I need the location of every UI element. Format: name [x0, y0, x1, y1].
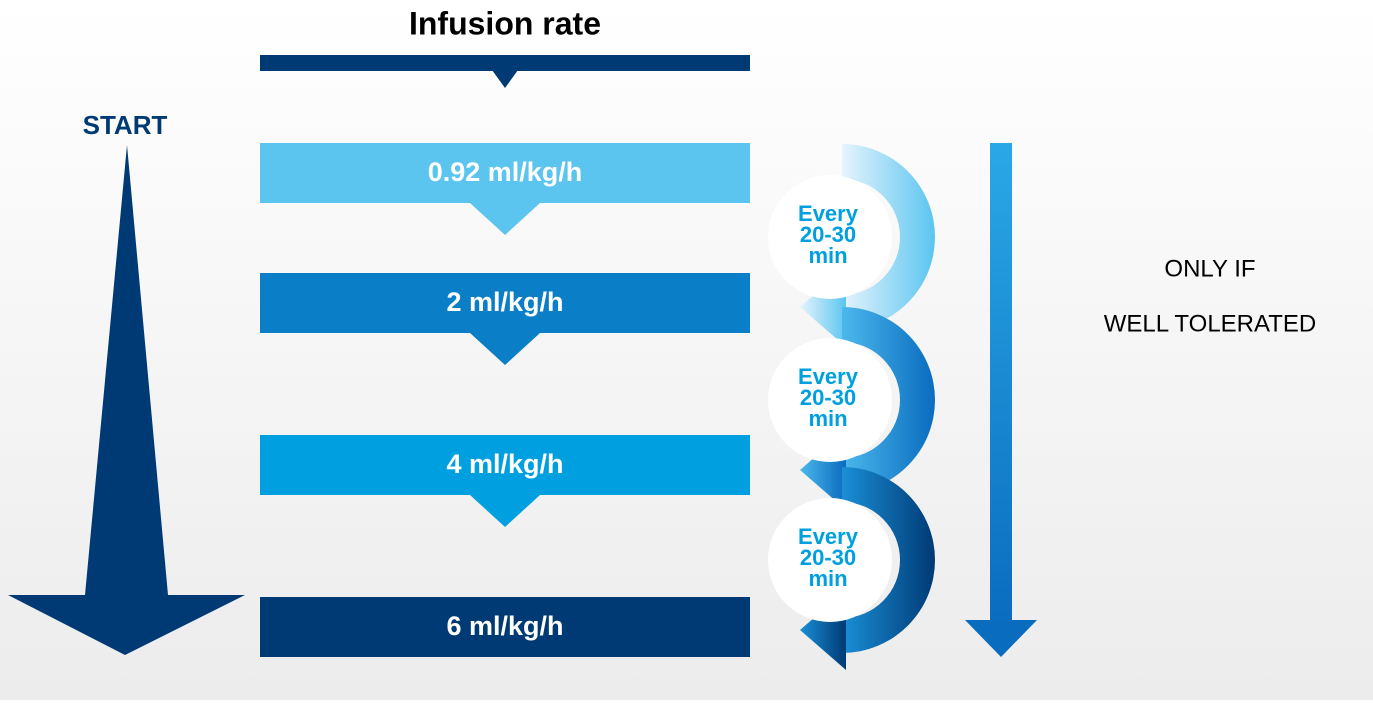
- cycle-ring: [842, 307, 935, 493]
- interval-label: 20-30: [800, 222, 856, 247]
- rate-label: 0.92 ml/kg/h: [428, 157, 583, 187]
- cycle-center: [768, 498, 892, 622]
- interval-label: min: [808, 406, 847, 431]
- rate-box: [260, 273, 750, 333]
- header-bar: [260, 55, 750, 71]
- title: Infusion rate: [409, 5, 601, 41]
- progress-shaft: [990, 143, 1012, 623]
- rate-box: [260, 435, 750, 495]
- interval-label: Every: [798, 364, 859, 389]
- cycle-ring: [842, 467, 935, 653]
- interval-label: Every: [798, 201, 859, 226]
- note-line: WELL TOLERATED: [1104, 310, 1317, 337]
- interval-label: min: [808, 566, 847, 591]
- interval-label: Every: [798, 524, 859, 549]
- rate-pointer: [470, 333, 540, 365]
- interval-label: min: [808, 243, 847, 268]
- cycle-ring: [842, 144, 935, 330]
- header-pointer: [492, 70, 518, 88]
- interval-label: 20-30: [800, 545, 856, 570]
- note-line: ONLY IF: [1164, 255, 1255, 282]
- rate-box: [260, 143, 750, 203]
- cycle-center: [768, 175, 892, 299]
- rate-label: 2 ml/kg/h: [446, 287, 563, 317]
- rate-label: 6 ml/kg/h: [446, 611, 563, 641]
- rate-pointer: [470, 203, 540, 235]
- rate-pointer: [470, 495, 540, 527]
- rate-label: 4 ml/kg/h: [446, 449, 563, 479]
- rate-box: [260, 597, 750, 657]
- progress-head: [965, 620, 1037, 657]
- start-label: START: [83, 110, 168, 140]
- cycle-center: [768, 338, 892, 462]
- start-arrow: [8, 145, 245, 655]
- interval-label: 20-30: [800, 385, 856, 410]
